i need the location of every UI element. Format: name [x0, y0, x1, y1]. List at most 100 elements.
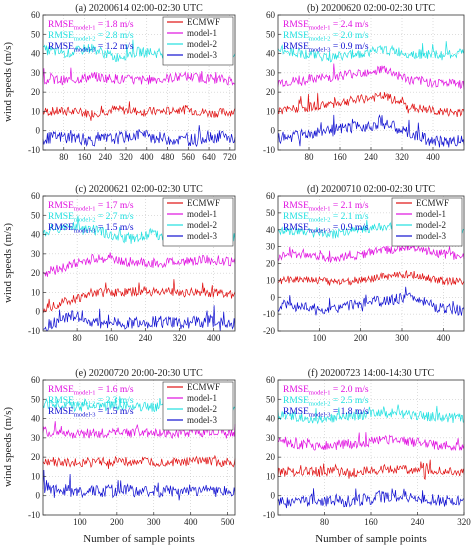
plot-frame: [42, 195, 236, 332]
series-line-ECMWF: [42, 279, 236, 314]
series-line-model-1: [277, 242, 465, 264]
x-tick-label: 80: [59, 152, 69, 162]
legend-label: model-2: [416, 220, 446, 230]
panel-title: (b) 20200620 02:00-02:30 UTC: [307, 3, 435, 14]
y-tick-label: 20: [31, 87, 41, 97]
rmse-label: RMSEmodel-1 = 2.4 m/s: [283, 20, 369, 32]
chart-panel-4: 100 200 300 400 500 -10 0 10 20 30 40 50 60 (e) 20200…: [28, 368, 236, 527]
x-tick-label: 400: [140, 152, 154, 162]
x-tick-label: 320: [457, 517, 471, 527]
rmse-label: RMSEmodel-2 = 2.0 m/s: [283, 31, 369, 43]
legend-box: [162, 16, 234, 66]
y-tick-label: 40: [31, 230, 41, 240]
y-tick-label: 10: [266, 106, 276, 116]
y-tick-label: 50: [31, 394, 41, 404]
x-axis-label: Number of sample points: [83, 533, 195, 545]
chart-panel-2: 80 160 240 320 400 -10 0 10 20 30 40 50 60 (c) 202006…: [28, 184, 236, 343]
rmse-label: RMSEmodel-2 = 2.8 m/s: [48, 31, 134, 43]
series-line-ECMWF: [277, 270, 465, 286]
series-line-model-3: [42, 469, 236, 501]
x-tick-label: 400: [437, 333, 451, 343]
x-tick-label: 80: [305, 152, 315, 162]
x-tick-label: 200: [354, 333, 368, 343]
x-tick-label: 240: [139, 333, 153, 343]
x-tick-label: 300: [147, 517, 161, 527]
rmse-label: RMSEmodel-1 = 1.8 m/s: [48, 20, 134, 32]
legend-label: ECMWF: [187, 198, 220, 208]
y-tick-label: 0: [271, 292, 276, 302]
x-tick-label: 320: [119, 152, 133, 162]
series-line-ECMWF: [277, 92, 465, 118]
y-tick-label: 10: [31, 106, 41, 116]
y-tick-label: 30: [31, 433, 41, 443]
x-tick-label: 400: [426, 152, 440, 162]
legend-box: [162, 197, 234, 247]
series-line-model-3: [277, 488, 465, 509]
y-tick-label: 20: [266, 452, 276, 462]
y-tick-label: 0: [36, 307, 41, 317]
y-tick-label: 10: [31, 287, 41, 297]
y-tick-label: 60: [266, 375, 276, 385]
x-tick-label: 500: [221, 517, 235, 527]
x-tick-label: 300: [395, 333, 409, 343]
y-tick-label: 20: [31, 268, 41, 278]
x-tick-label: 240: [364, 152, 378, 162]
y-tick-label: 40: [266, 414, 276, 424]
series-line-model-1: [42, 252, 236, 277]
x-tick-label: 100: [313, 333, 327, 343]
y-axis-label: wind speeds (m/s): [2, 223, 14, 303]
chart-panel-0: 80 160 240 320 400 480 560 640 720 -10 0 10 20 30 40 50…: [28, 3, 237, 162]
rmse-label: RMSEmodel-3 = 0.9 m/s: [283, 223, 369, 235]
y-tick-label: 60: [31, 191, 41, 201]
y-tick-label: 30: [266, 433, 276, 443]
legend-box: [391, 197, 463, 247]
y-tick-label: -20: [263, 326, 275, 336]
legend-label: model-1: [416, 209, 446, 219]
legend-label: model-1: [187, 393, 217, 403]
y-tick-label: 60: [31, 375, 41, 385]
y-tick-label: 60: [266, 191, 276, 201]
y-tick-label: 50: [31, 210, 41, 220]
rmse-label: RMSEmodel-2 = 2.3 m/s: [48, 396, 134, 408]
legend-label: model-2: [187, 404, 217, 414]
panel-title: (f) 20200723 14:00-14:30 UTC: [308, 368, 435, 379]
x-tick-label: 400: [184, 517, 198, 527]
series-line-model-3: [42, 305, 236, 332]
rmse-label: RMSEmodel-3 = 1.2 m/s: [48, 42, 134, 54]
y-tick-label: -10: [28, 510, 40, 520]
y-tick-label: 50: [266, 394, 276, 404]
legend-label: model-2: [187, 39, 217, 49]
x-tick-label: 400: [207, 333, 221, 343]
rmse-label: RMSEmodel-1 = 2.0 m/s: [283, 385, 369, 397]
y-tick-label: -10: [28, 326, 40, 336]
x-tick-label: 100: [73, 517, 87, 527]
y-tick-label: 0: [271, 126, 276, 136]
series-line-ECMWF: [42, 101, 236, 121]
x-tick-label: 320: [173, 333, 187, 343]
y-tick-label: 60: [31, 10, 41, 20]
legend-label: ECMWF: [187, 17, 220, 27]
y-tick-label: 30: [31, 249, 41, 259]
panel-title: (a) 20200614 02:00-02:30 UTC: [75, 3, 203, 14]
x-tick-label: 160: [364, 517, 378, 527]
x-tick-label: 240: [411, 517, 425, 527]
rmse-label: RMSEmodel-3 = 1.5 m/s: [48, 407, 134, 419]
rmse-label: RMSEmodel-3 = 0.9 m/s: [283, 42, 369, 54]
chart-panel-3: 100 200 300 400 -20 -10 0 10 20 30 40 50 60 (d) 20200…: [263, 184, 465, 343]
y-tick-label: -10: [263, 145, 275, 155]
series-line-model-2: [277, 41, 465, 63]
y-tick-label: 40: [31, 49, 41, 59]
y-tick-label: 10: [266, 275, 276, 285]
y-tick-label: 0: [271, 491, 276, 501]
x-tick-label: 80: [320, 517, 330, 527]
panel-title: (d) 20200710 02:00-02:30 UTC: [307, 184, 435, 195]
rmse-label: RMSEmodel-3 = 1.8 m/s: [283, 407, 369, 419]
series-line-ECMWF: [277, 459, 465, 481]
y-tick-label: 20: [31, 452, 41, 462]
y-tick-label: 20: [266, 87, 276, 97]
y-tick-label: 30: [31, 68, 41, 78]
legend-label: ECMWF: [187, 382, 220, 392]
panel-title: (c) 20200621 02:00-02:30 UTC: [75, 184, 203, 195]
legend-label: model-3: [416, 231, 446, 241]
